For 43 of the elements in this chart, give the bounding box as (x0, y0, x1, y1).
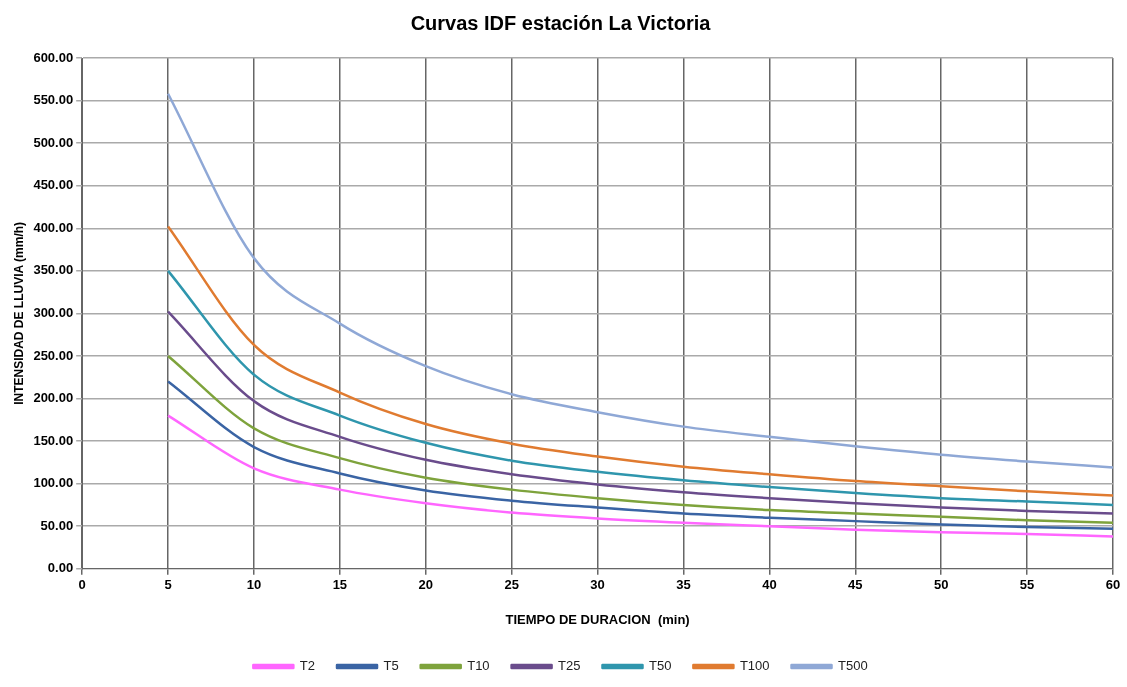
legend-label: T25 (558, 658, 581, 674)
y-tick-label: 500.00 (33, 134, 74, 150)
line-series (166, 92, 1113, 469)
x-tick-label: 50 (933, 577, 949, 593)
x-tick-label: 15 (332, 577, 348, 593)
line-series (166, 354, 1113, 525)
legend-label: T500 (838, 658, 868, 674)
x-tick-label: 30 (590, 577, 605, 593)
x-tick-label: 45 (848, 577, 863, 593)
x-tick-label: 20 (418, 577, 434, 593)
line-series (166, 380, 1113, 531)
line-series (166, 310, 1113, 515)
legend-label: T100 (739, 658, 770, 674)
chart-title: Curvas IDF estación La Victoria (410, 11, 712, 34)
y-tick-label: 350.00 (33, 262, 74, 278)
x-tick-label: 0 (78, 577, 86, 593)
y-tick-label: 400.00 (33, 219, 74, 235)
y-tick-label: 100.00 (33, 475, 74, 491)
y-tick-label: 0.00 (47, 560, 74, 576)
x-tick-label: 55 (1019, 577, 1035, 593)
y-tick-label: 300.00 (33, 304, 74, 320)
x-tick-label: 60 (1105, 577, 1121, 593)
y-tick-label: 200.00 (33, 390, 74, 406)
y-tick-label: 150.00 (33, 432, 74, 448)
y-axis-title: INTENSIDAD DE LLUVIA (mm/h) (11, 221, 26, 405)
x-axis-title: TIEMPO DE DURACION (min) (505, 611, 690, 627)
legend-label: T50 (648, 658, 672, 674)
x-tick-label: 25 (504, 577, 519, 593)
y-tick-label: 550.00 (33, 92, 74, 108)
line-series (166, 269, 1113, 507)
line-series (166, 414, 1113, 538)
legend-label: T5 (383, 658, 399, 674)
x-tick-label: 10 (246, 577, 262, 593)
y-tick-label: 250.00 (33, 347, 74, 363)
legend-label: T10 (467, 658, 490, 674)
line-series (166, 225, 1113, 497)
x-tick-label: 40 (762, 577, 777, 593)
y-tick-label: 600.00 (33, 49, 74, 65)
x-tick-label: 5 (164, 577, 172, 593)
y-tick-label: 50.00 (40, 517, 74, 533)
y-tick-label: 450.00 (33, 177, 74, 193)
x-tick-label: 35 (676, 577, 691, 593)
legend-label: T2 (299, 658, 316, 674)
